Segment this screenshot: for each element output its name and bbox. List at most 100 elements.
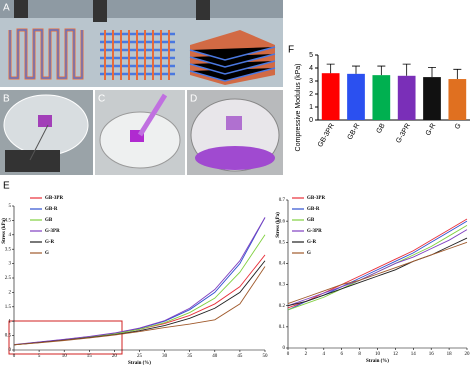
- x-tick-label: GB-R: [347, 122, 362, 141]
- line-series: [13, 266, 266, 346]
- x-tick-label: 20: [465, 352, 471, 357]
- x-tick-label: 45: [237, 354, 243, 359]
- y-tick-label: 2.5: [5, 276, 12, 281]
- x-tick-label: 6: [340, 352, 343, 357]
- y-axis-label: Compressive Modulus (kPa): [295, 64, 302, 152]
- y-tick-label: 0: [9, 348, 12, 353]
- y-tick-label: 5: [309, 52, 313, 59]
- panel-label: C: [98, 94, 105, 105]
- error-bar: [453, 68, 462, 80]
- y-tick-label: 3: [9, 262, 12, 267]
- y-tick-label: 1: [309, 104, 313, 111]
- panel-label: F: [288, 45, 294, 56]
- panel-label: E: [3, 181, 10, 192]
- panel-a-image: [0, 0, 283, 87]
- y-tick-label: 0.7: [279, 198, 286, 203]
- y-axis-label: Stress (kPa): [276, 212, 281, 238]
- x-tick-label: 12: [393, 352, 399, 357]
- bar: [347, 73, 365, 120]
- x-tick-label: 18: [447, 352, 453, 357]
- error-bar: [377, 65, 386, 76]
- x-tick-label: 8: [358, 352, 361, 357]
- error-bar: [402, 63, 411, 76]
- x-tick-label: 2: [305, 352, 308, 357]
- legend-label: G-R: [307, 240, 317, 245]
- bar: [448, 79, 467, 120]
- x-tick-label: 15: [87, 354, 93, 359]
- line-series: [287, 241, 468, 305]
- legend-label: GB-R: [45, 207, 58, 212]
- bar: [397, 75, 416, 120]
- x-tick-label: GB: [376, 122, 387, 135]
- x-tick-label: G: [454, 122, 463, 130]
- y-tick-label: 0.4: [279, 262, 286, 267]
- y-tick-label: 4: [309, 65, 313, 72]
- legend-label: GB: [307, 218, 315, 223]
- panel-b-photo: [0, 90, 93, 175]
- x-axis-label: Strain (%): [366, 359, 389, 364]
- x-tick-label: 25: [137, 354, 143, 359]
- y-tick-label: 4.5: [5, 219, 12, 224]
- x-tick-label: 16: [429, 352, 435, 357]
- panel-c-photo: [95, 90, 185, 175]
- x-tick-label: 40: [212, 354, 218, 359]
- y-tick-label: 3: [309, 78, 313, 85]
- line-series: [287, 237, 468, 307]
- x-tick-label: 30: [162, 354, 168, 359]
- legend-label: GB-3PR: [45, 196, 63, 201]
- legend-label: G-3PR: [45, 229, 60, 234]
- error-bar: [428, 66, 436, 78]
- line-series: [287, 218, 468, 309]
- panel-label: B: [3, 94, 10, 105]
- y-tick-label: 3.5: [5, 247, 12, 252]
- x-tick-label: GB-3PR: [317, 122, 336, 148]
- y-tick-label: 0.2: [279, 304, 286, 309]
- panel-e-region-box: [8, 320, 123, 355]
- x-tick-label: 0: [13, 354, 16, 359]
- bar: [423, 77, 441, 120]
- y-tick-label: 0.5: [5, 334, 12, 339]
- line-series: [13, 217, 266, 346]
- legend-label: GB-3PR: [307, 196, 325, 201]
- legend-label: G-3PR: [307, 229, 322, 234]
- x-tick-label: G-3PR: [395, 122, 412, 144]
- x-tick-label: 14: [411, 352, 417, 357]
- y-tick-label: 1: [9, 319, 12, 324]
- error-bar: [352, 65, 360, 74]
- x-axis-label: Strain (%): [128, 361, 151, 365]
- chart: 0 0.1 0.2 0.3 0.4 0.5 0.6 0.7 0 2 4 6 8 10 12 14 16 18 20 S…: [276, 196, 470, 364]
- line-series: [13, 260, 266, 346]
- y-tick-label: 1.5: [5, 305, 12, 310]
- y-tick-label: 0: [283, 346, 286, 351]
- bar: [321, 73, 340, 120]
- y-tick-label: 0.3: [279, 283, 286, 288]
- chart: 0 1 2 3 4 5 Compressive Modulus (kPa) GB-3PR GB-…: [295, 52, 470, 152]
- y-tick-label: 0.5: [279, 240, 286, 245]
- x-tick-label: 50: [263, 354, 269, 359]
- legend-label: G: [307, 251, 311, 256]
- y-tick-label: 2: [9, 291, 12, 296]
- legend-label: GB: [45, 218, 53, 223]
- panel-label: D: [190, 94, 197, 105]
- x-tick-label: G-R: [425, 122, 437, 137]
- y-tick-label: 0: [309, 117, 313, 124]
- bar: [372, 75, 391, 120]
- y-tick-label: 0.6: [279, 219, 286, 224]
- y-axis-label: Stress (kPa): [2, 218, 7, 244]
- x-tick-label: 20: [112, 354, 118, 359]
- x-tick-label: 5: [38, 354, 41, 359]
- y-tick-label: 4: [9, 233, 12, 238]
- x-tick-label: 35: [187, 354, 193, 359]
- legend-label: GB-R: [307, 207, 320, 212]
- line-series: [13, 217, 266, 345]
- y-tick-label: 2: [309, 91, 313, 98]
- legend-label: G: [45, 251, 49, 256]
- x-tick-label: 0: [287, 352, 290, 357]
- x-tick-label: 10: [375, 352, 381, 357]
- line-series: [287, 229, 468, 307]
- y-tick-label: 0.1: [279, 325, 286, 330]
- chart: 00.511.522.533.544.550 5 10 15 20 25 30 35 40 45 5…: [2, 196, 268, 365]
- x-tick-label: 10: [62, 354, 68, 359]
